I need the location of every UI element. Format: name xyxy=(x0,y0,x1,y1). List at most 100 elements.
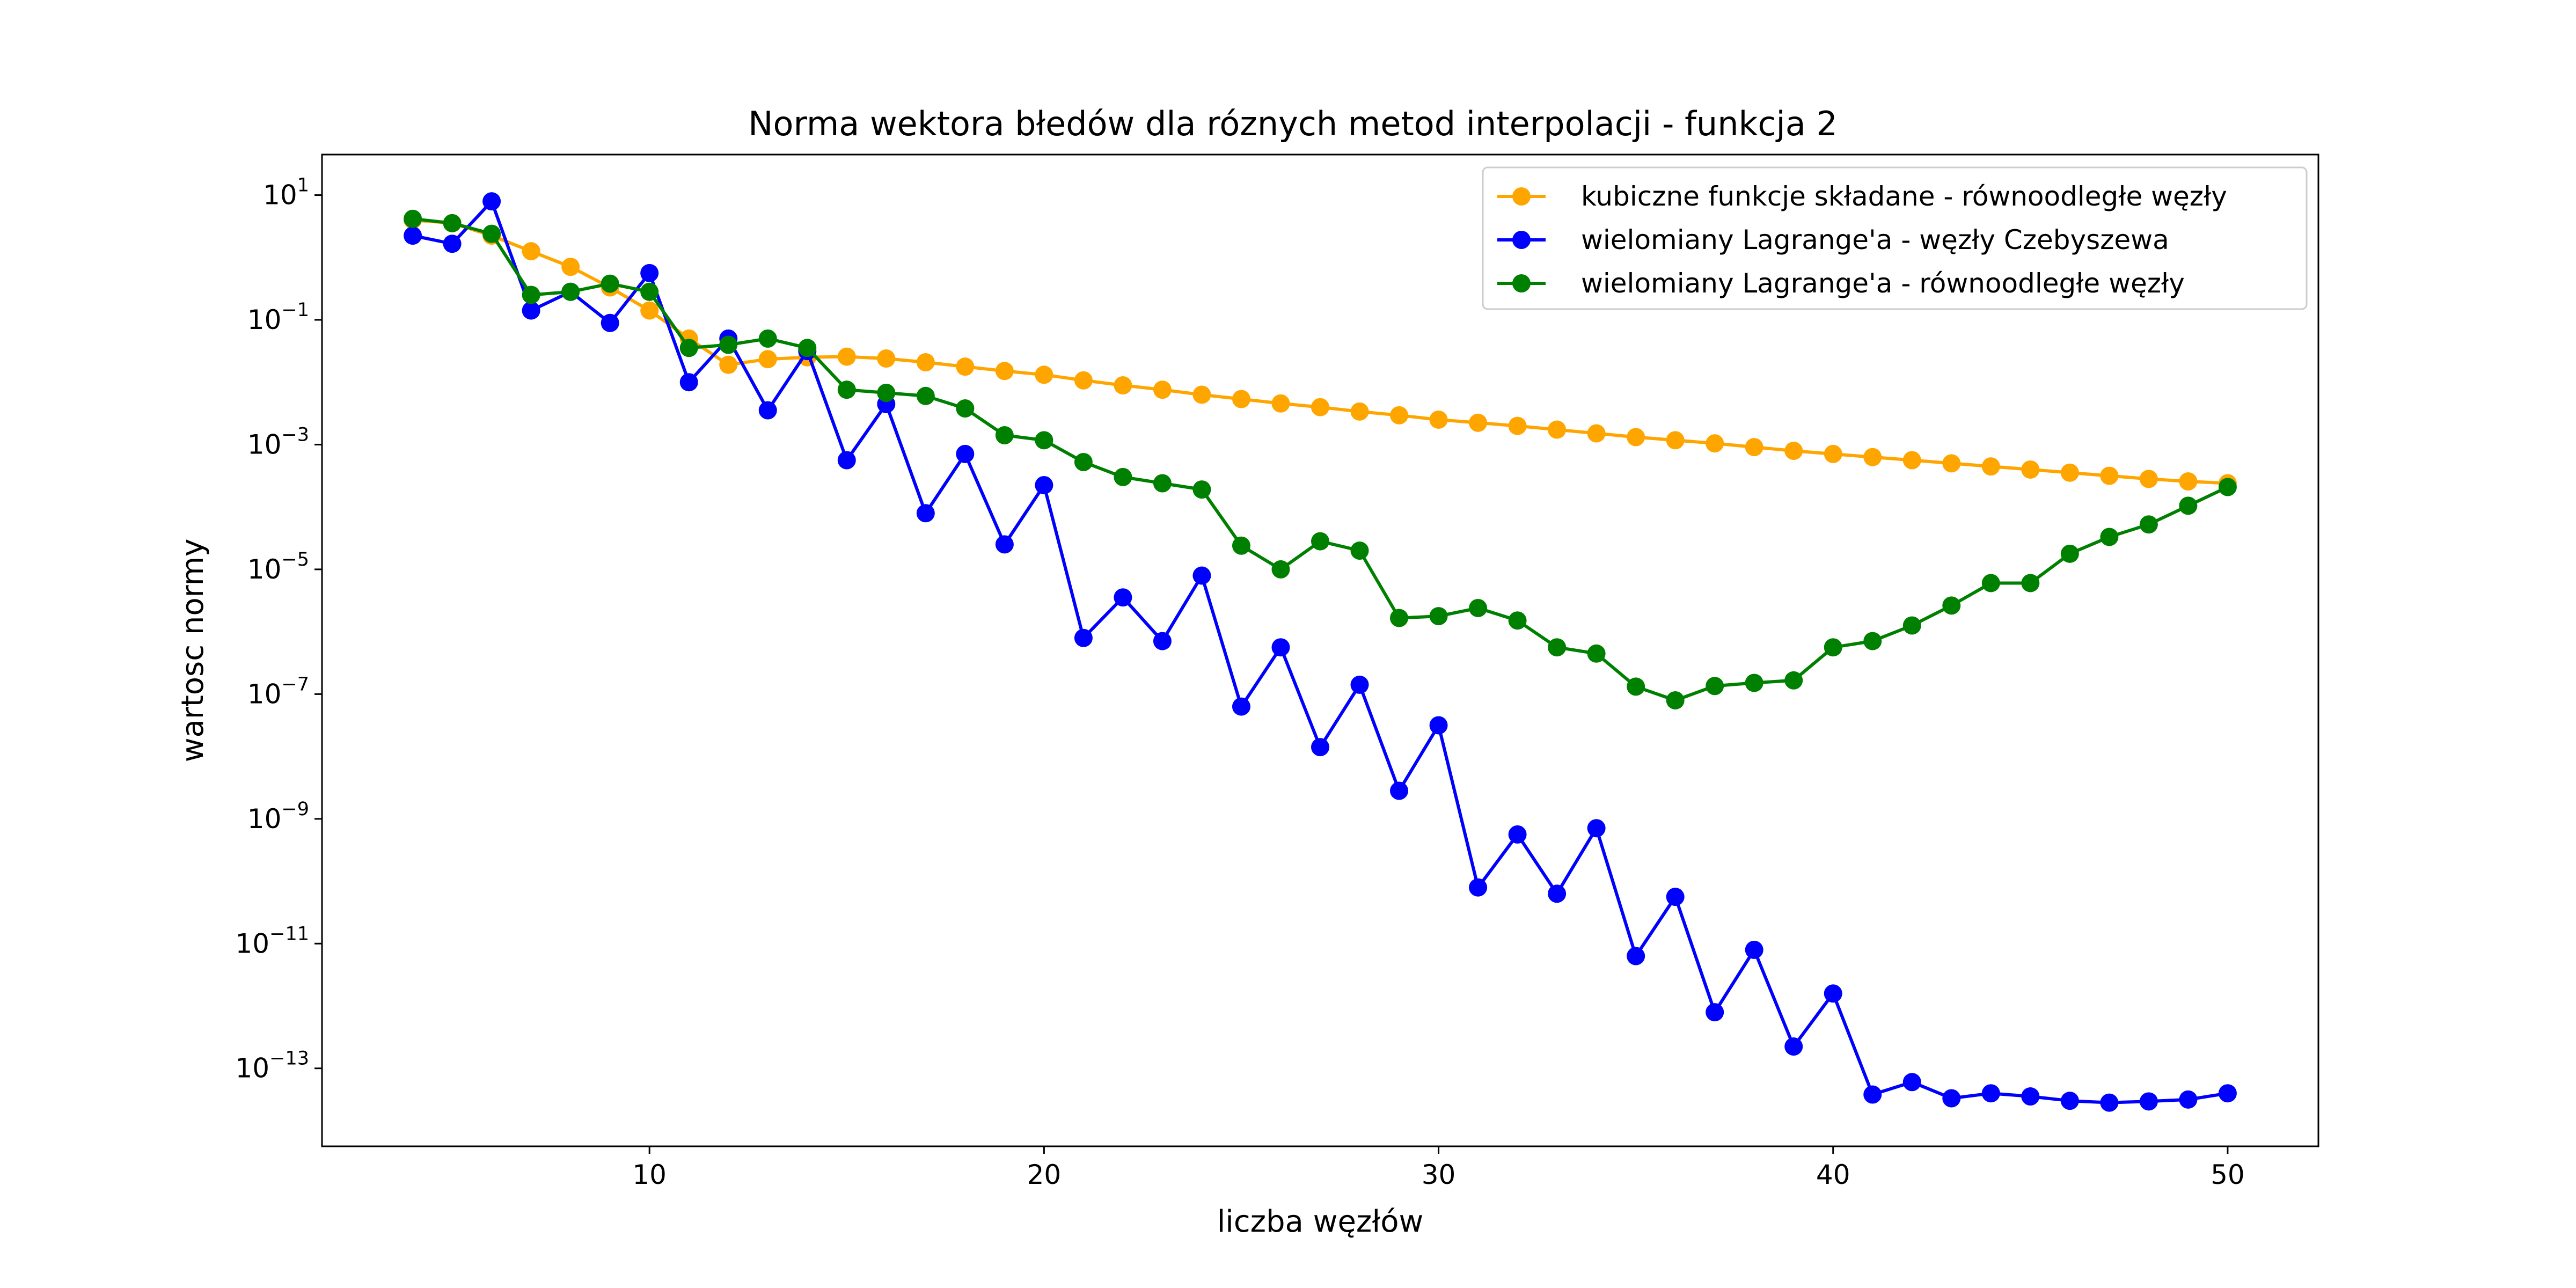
data-point xyxy=(1508,611,1527,630)
legend-label: wielomiany Lagrange'a - węzły Czebyszewa xyxy=(1581,224,2169,255)
data-point xyxy=(601,274,619,293)
series-3 xyxy=(404,209,2237,709)
data-point xyxy=(995,535,1014,554)
data-point xyxy=(1627,677,1645,696)
y-tick-label: 10−5 xyxy=(247,549,309,585)
plot-background xyxy=(322,155,2318,1146)
data-point xyxy=(1153,474,1172,493)
data-point xyxy=(1271,394,1290,413)
data-point xyxy=(561,282,580,301)
data-point xyxy=(1824,444,1842,463)
data-point xyxy=(1784,1037,1803,1056)
data-point xyxy=(2179,1090,2198,1109)
data-point xyxy=(443,214,462,232)
data-point xyxy=(1784,671,1803,690)
data-point xyxy=(1035,365,1053,384)
data-point xyxy=(1902,616,1921,635)
data-point xyxy=(601,313,619,332)
data-point xyxy=(1232,697,1250,716)
data-point xyxy=(2060,1092,2079,1110)
data-point xyxy=(1192,480,1211,499)
data-point xyxy=(2139,515,2158,534)
data-point xyxy=(719,335,738,354)
x-tick-label: 20 xyxy=(1027,1159,1062,1190)
data-point xyxy=(2179,496,2198,515)
data-point xyxy=(1350,402,1369,421)
data-point xyxy=(640,301,659,320)
data-point xyxy=(1390,609,1409,627)
data-point xyxy=(758,329,777,348)
data-point xyxy=(2021,460,2040,479)
data-point xyxy=(916,386,935,405)
y-tick-label: 10−13 xyxy=(236,1048,310,1084)
legend-frame xyxy=(1482,166,2308,310)
data-point xyxy=(837,451,856,470)
y-tick-label: 10−9 xyxy=(247,799,309,835)
data-point xyxy=(1114,467,1132,486)
x-tick-label: 40 xyxy=(1816,1159,1850,1190)
data-point xyxy=(404,209,422,228)
data-point xyxy=(1902,1073,1921,1092)
data-point xyxy=(1863,448,1882,466)
data-point xyxy=(995,426,1014,445)
data-point xyxy=(1863,1085,1882,1104)
data-point xyxy=(443,235,462,253)
data-point xyxy=(758,350,777,369)
data-point xyxy=(679,339,698,357)
data-point xyxy=(2218,478,2237,496)
data-point xyxy=(1706,434,1724,453)
data-point xyxy=(1745,674,1763,692)
data-point xyxy=(1192,385,1211,404)
data-point xyxy=(2218,1084,2237,1103)
data-point xyxy=(1390,406,1409,425)
data-point xyxy=(1074,452,1093,471)
axes-frame xyxy=(321,153,2319,1147)
data-point xyxy=(1666,691,1685,709)
data-point xyxy=(877,383,896,402)
data-point xyxy=(1548,420,1567,439)
data-point xyxy=(1232,536,1250,555)
y-tick-label: 10−1 xyxy=(247,299,309,335)
data-point xyxy=(956,444,975,463)
data-point xyxy=(522,301,540,320)
data-point xyxy=(1311,398,1329,416)
data-point xyxy=(1745,940,1763,959)
legend-marker xyxy=(1512,187,1531,206)
data-point xyxy=(2100,528,2119,546)
data-point xyxy=(1114,376,1132,395)
data-point xyxy=(1824,638,1842,657)
data-point xyxy=(1824,984,1842,1003)
data-point xyxy=(1469,413,1488,432)
data-point xyxy=(1784,442,1803,460)
y-tick-label: 10−7 xyxy=(247,674,309,709)
data-point xyxy=(482,224,501,243)
data-point xyxy=(640,282,659,301)
data-point xyxy=(1942,1089,1961,1108)
y-tick-label: 10−3 xyxy=(247,424,309,460)
y-axis: 101 10−1 10−3 10−5 10−7 10−9 10−11 10−13 xyxy=(236,175,322,1084)
legend-label: kubiczne funkcje składane - równoodległe… xyxy=(1581,181,2227,212)
data-point xyxy=(1469,878,1488,897)
data-point xyxy=(482,192,501,211)
legend-label: wielomiany Lagrange'a - równoodległe węz… xyxy=(1581,268,2185,299)
x-axis: 10 20 30 40 50 xyxy=(632,1146,2245,1190)
y-axis-label: wartosc normy xyxy=(175,539,210,763)
data-point xyxy=(1981,574,2000,592)
data-point xyxy=(1232,390,1250,408)
x-tick-label: 50 xyxy=(2211,1159,2245,1190)
data-point xyxy=(522,242,540,261)
data-point xyxy=(404,226,422,245)
data-point xyxy=(1666,888,1685,906)
data-point xyxy=(758,401,777,420)
data-point xyxy=(2139,470,2158,488)
data-point xyxy=(1902,451,1921,470)
data-point xyxy=(640,264,659,282)
data-point xyxy=(798,339,817,357)
data-point xyxy=(1666,431,1685,450)
data-point xyxy=(1706,677,1724,696)
data-point xyxy=(1469,598,1488,617)
data-point xyxy=(1981,457,2000,476)
data-point xyxy=(1074,371,1093,390)
data-point xyxy=(1114,588,1132,607)
